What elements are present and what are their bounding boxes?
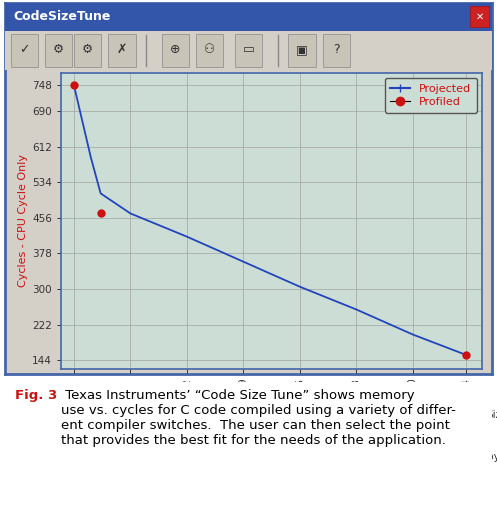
Text: CodeSizeTune: CodeSizeTune — [14, 10, 111, 23]
FancyBboxPatch shape — [196, 34, 223, 67]
FancyBboxPatch shape — [108, 34, 136, 67]
Text: ✗: ✗ — [117, 43, 127, 56]
Text: ⚙: ⚙ — [53, 43, 64, 56]
Text: Fig. 3: Fig. 3 — [15, 389, 57, 402]
Text: ✓: ✓ — [19, 43, 30, 56]
Text: Texas Instruments’ “Code Size Tune” shows memory
use vs. cycles for C code compi: Texas Instruments’ “Code Size Tune” show… — [61, 389, 456, 447]
FancyBboxPatch shape — [470, 6, 489, 28]
FancyBboxPatch shape — [288, 34, 316, 67]
Text: ▣: ▣ — [296, 43, 308, 56]
FancyBboxPatch shape — [45, 34, 72, 67]
Y-axis label: Cycles - CPU Cycle Only: Cycles - CPU Cycle Only — [18, 154, 28, 287]
Text: ⚙: ⚙ — [82, 43, 93, 56]
Text: ⚇: ⚇ — [204, 43, 215, 56]
Text: Size: Size — [487, 410, 497, 420]
FancyBboxPatch shape — [74, 34, 101, 67]
Legend: Projected, Profiled: Projected, Profiled — [385, 78, 477, 112]
Text: ▭: ▭ — [243, 43, 254, 56]
Text: ✕: ✕ — [475, 12, 484, 22]
FancyBboxPatch shape — [162, 34, 189, 67]
FancyBboxPatch shape — [323, 34, 350, 67]
FancyBboxPatch shape — [235, 34, 262, 67]
Text: ⊕: ⊕ — [170, 43, 181, 56]
FancyBboxPatch shape — [11, 34, 38, 67]
Text: bytes: bytes — [487, 451, 497, 462]
Text: ?: ? — [333, 43, 339, 56]
